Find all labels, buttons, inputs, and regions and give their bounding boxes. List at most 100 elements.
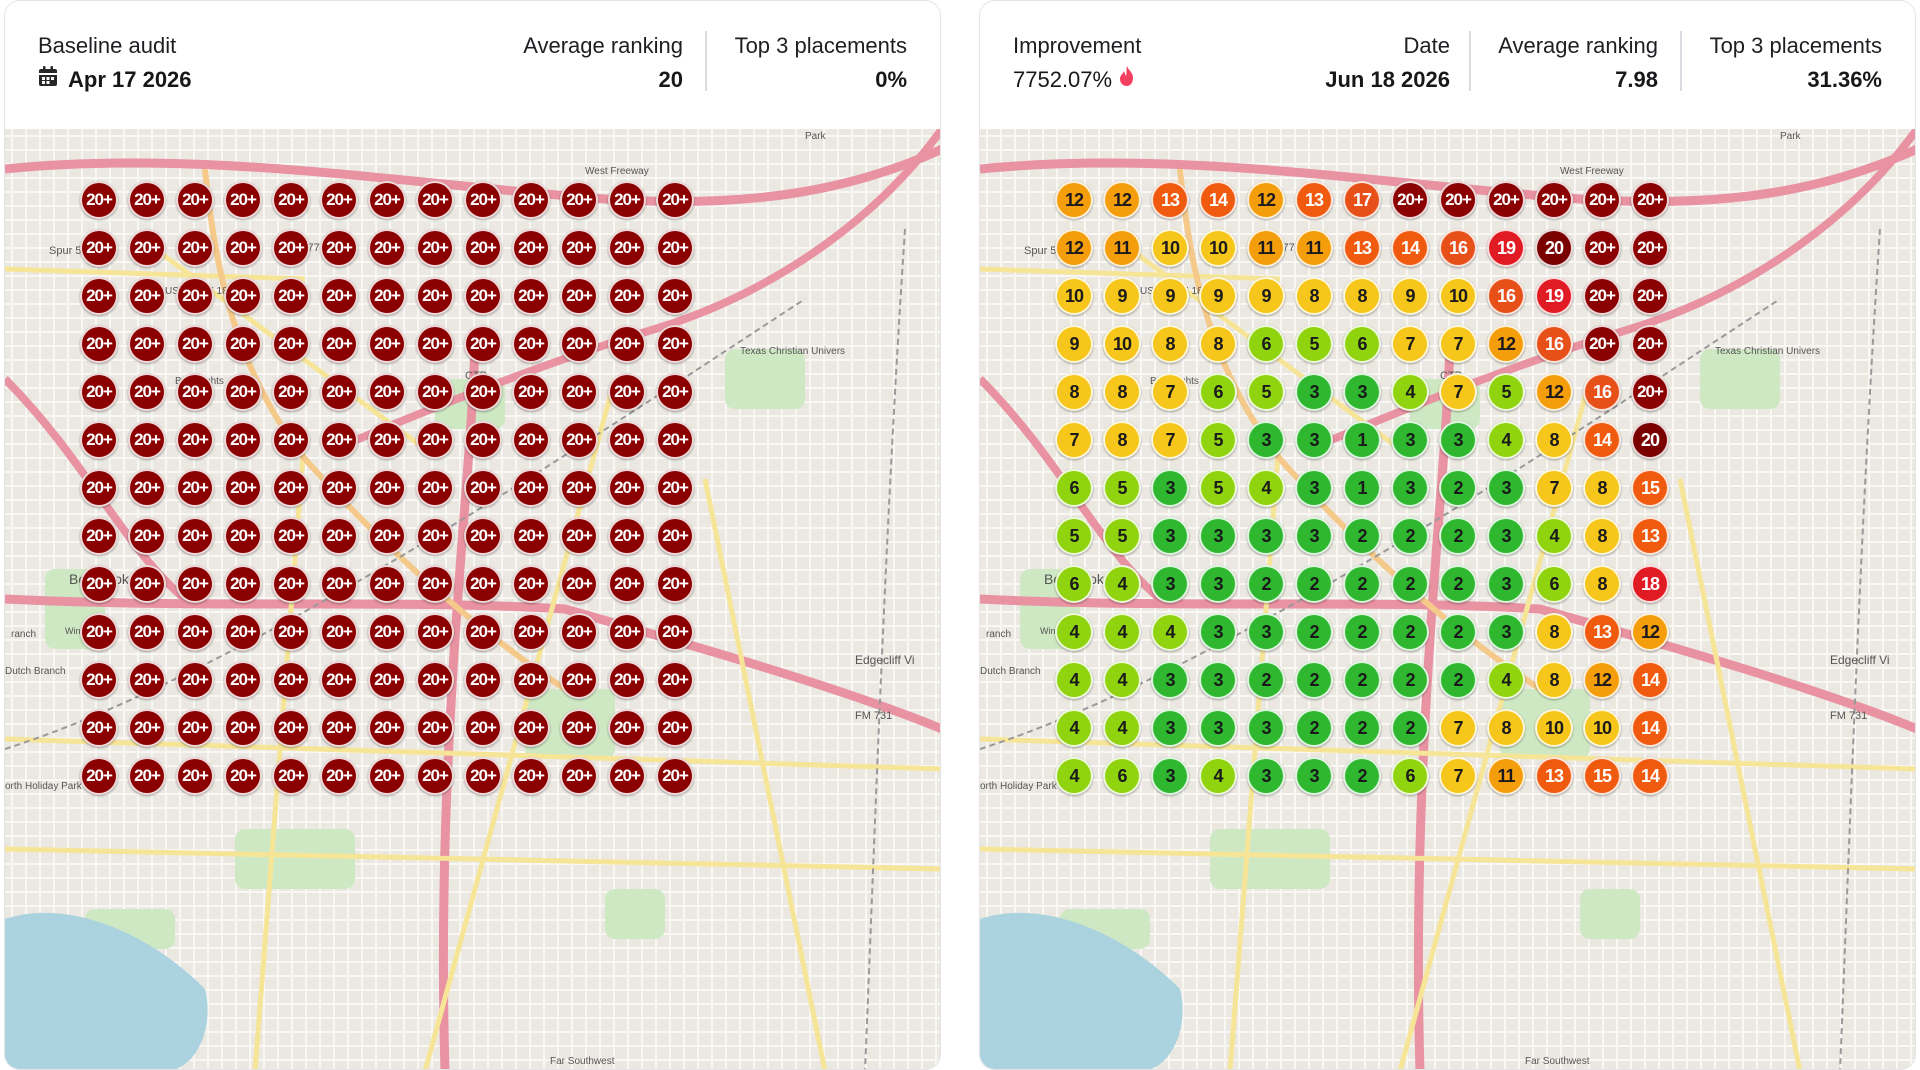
rank-pin[interactable]: 9: [1247, 277, 1285, 315]
rank-pin[interactable]: 20+: [80, 757, 118, 795]
rank-pin[interactable]: 20+: [1583, 325, 1621, 363]
rank-pin[interactable]: 20+: [512, 229, 550, 267]
rank-pin[interactable]: 10: [1151, 229, 1189, 267]
rank-pin[interactable]: 20+: [464, 181, 502, 219]
rank-pin[interactable]: 20+: [368, 565, 406, 603]
rank-pin[interactable]: 20+: [560, 517, 598, 555]
rank-pin[interactable]: 20+: [224, 709, 262, 747]
rank-pin[interactable]: 2: [1391, 517, 1429, 555]
rank-pin[interactable]: 20+: [368, 757, 406, 795]
rank-pin[interactable]: 20+: [80, 325, 118, 363]
rank-pin[interactable]: 20+: [272, 325, 310, 363]
rank-pin[interactable]: 4: [1055, 757, 1093, 795]
rank-pin[interactable]: 20+: [320, 277, 358, 315]
rank-pin[interactable]: 20+: [368, 181, 406, 219]
rank-pin[interactable]: 16: [1487, 277, 1525, 315]
rank-pin[interactable]: 2: [1295, 661, 1333, 699]
rank-pin[interactable]: 20+: [608, 565, 646, 603]
rank-pin[interactable]: 20+: [464, 421, 502, 459]
rank-pin[interactable]: 20+: [368, 373, 406, 411]
rank-pin[interactable]: 5: [1199, 469, 1237, 507]
rank-pin[interactable]: 19: [1535, 277, 1573, 315]
rank-pin[interactable]: 20+: [272, 661, 310, 699]
rank-pin[interactable]: 6: [1391, 757, 1429, 795]
rank-pin[interactable]: 20+: [80, 517, 118, 555]
rank-pin[interactable]: 3: [1199, 613, 1237, 651]
rank-pin[interactable]: 20+: [224, 325, 262, 363]
rank-pin[interactable]: 13: [1583, 613, 1621, 651]
rank-pin[interactable]: 20+: [80, 229, 118, 267]
rank-pin[interactable]: 20+: [608, 661, 646, 699]
rank-pin[interactable]: 20+: [128, 613, 166, 651]
rank-pin[interactable]: 20+: [224, 565, 262, 603]
rank-pin[interactable]: 5: [1055, 517, 1093, 555]
rank-pin[interactable]: 20+: [320, 373, 358, 411]
rank-pin[interactable]: 3: [1151, 757, 1189, 795]
rank-pin[interactable]: 3: [1295, 469, 1333, 507]
rank-pin[interactable]: 20+: [560, 469, 598, 507]
rank-pin[interactable]: 5: [1247, 373, 1285, 411]
rank-pin[interactable]: 7: [1151, 373, 1189, 411]
rank-pin[interactable]: 4: [1103, 613, 1141, 651]
rank-pin[interactable]: 20+: [80, 661, 118, 699]
rank-pin[interactable]: 3: [1391, 469, 1429, 507]
rank-pin[interactable]: 3: [1295, 757, 1333, 795]
rank-pin[interactable]: 20+: [272, 613, 310, 651]
rank-pin[interactable]: 20+: [656, 661, 694, 699]
rank-pin[interactable]: 8: [1343, 277, 1381, 315]
rank-pin[interactable]: 20+: [608, 325, 646, 363]
rank-pin[interactable]: 14: [1391, 229, 1429, 267]
rank-pin[interactable]: 10: [1439, 277, 1477, 315]
rank-pin[interactable]: 16: [1535, 325, 1573, 363]
rank-pin[interactable]: 11: [1103, 229, 1141, 267]
rank-pin[interactable]: 20+: [608, 373, 646, 411]
rank-pin[interactable]: 5: [1199, 421, 1237, 459]
rank-pin[interactable]: 20+: [320, 229, 358, 267]
rank-pin[interactable]: 16: [1583, 373, 1621, 411]
rank-pin[interactable]: 20+: [1487, 181, 1525, 219]
rank-pin[interactable]: 20+: [80, 421, 118, 459]
rank-pin[interactable]: 3: [1151, 565, 1189, 603]
rank-pin[interactable]: 2: [1391, 613, 1429, 651]
rank-pin[interactable]: 20+: [368, 661, 406, 699]
rank-pin[interactable]: 3: [1295, 373, 1333, 411]
rank-pin[interactable]: 2: [1439, 661, 1477, 699]
rank-pin[interactable]: 20+: [272, 469, 310, 507]
rank-pin[interactable]: 20+: [272, 229, 310, 267]
rank-pin[interactable]: 20+: [608, 277, 646, 315]
rank-pin[interactable]: 20+: [1631, 325, 1669, 363]
rank-pin[interactable]: 2: [1295, 613, 1333, 651]
rank-pin[interactable]: 8: [1103, 421, 1141, 459]
rank-pin[interactable]: 8: [1487, 709, 1525, 747]
rank-pin[interactable]: 3: [1343, 373, 1381, 411]
rank-pin[interactable]: 12: [1583, 661, 1621, 699]
rank-pin[interactable]: 2: [1343, 709, 1381, 747]
rank-pin[interactable]: 19: [1487, 229, 1525, 267]
rank-pin[interactable]: 2: [1247, 661, 1285, 699]
rank-pin[interactable]: 20+: [416, 517, 454, 555]
rank-pin[interactable]: 20+: [512, 469, 550, 507]
rank-pin[interactable]: 20+: [368, 229, 406, 267]
rank-pin[interactable]: 9: [1391, 277, 1429, 315]
rank-pin[interactable]: 20+: [512, 517, 550, 555]
rank-pin[interactable]: 2: [1295, 565, 1333, 603]
rank-pin[interactable]: 13: [1631, 517, 1669, 555]
rank-pin[interactable]: 2: [1391, 565, 1429, 603]
rank-pin[interactable]: 20+: [608, 709, 646, 747]
rank-pin[interactable]: 14: [1631, 661, 1669, 699]
rank-pin[interactable]: 10: [1103, 325, 1141, 363]
rank-pin[interactable]: 20+: [176, 565, 214, 603]
rank-pin[interactable]: 3: [1295, 517, 1333, 555]
rank-pin[interactable]: 8: [1103, 373, 1141, 411]
rank-pin[interactable]: 20+: [608, 421, 646, 459]
rank-pin[interactable]: 9: [1151, 277, 1189, 315]
rank-pin[interactable]: 20+: [224, 181, 262, 219]
rank-pin[interactable]: 20+: [464, 613, 502, 651]
rank-pin[interactable]: 20+: [224, 421, 262, 459]
rank-pin[interactable]: 20+: [176, 469, 214, 507]
rank-pin[interactable]: 20+: [272, 373, 310, 411]
rank-pin[interactable]: 20+: [416, 757, 454, 795]
rank-pin[interactable]: 20+: [560, 325, 598, 363]
rank-pin[interactable]: 4: [1247, 469, 1285, 507]
rank-pin[interactable]: 20+: [656, 613, 694, 651]
